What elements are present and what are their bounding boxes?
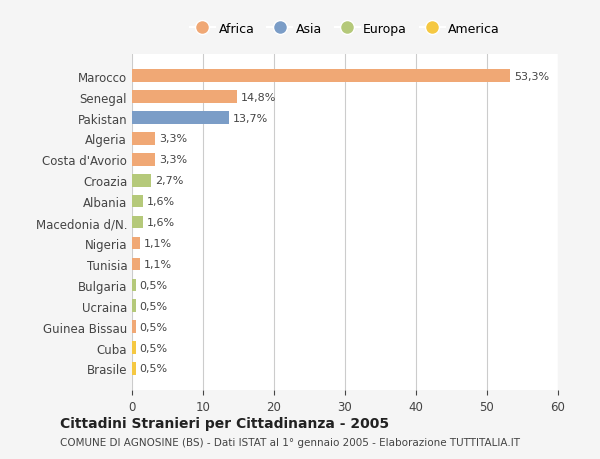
Bar (132, 341, 136, 354)
Text: 1,6%: 1,6% (147, 218, 175, 228)
Bar (132, 112, 229, 124)
Text: 13,7%: 13,7% (233, 113, 268, 123)
Bar (132, 300, 136, 312)
Text: 0,5%: 0,5% (139, 280, 167, 290)
Bar (132, 363, 136, 375)
Text: 0,5%: 0,5% (139, 301, 167, 311)
Bar (132, 279, 136, 291)
Text: Cittadini Stranieri per Cittadinanza - 2005: Cittadini Stranieri per Cittadinanza - 2… (60, 416, 389, 430)
Bar (132, 196, 143, 208)
Bar (132, 91, 237, 104)
Bar (132, 154, 155, 166)
Bar (132, 70, 511, 83)
Text: 1,6%: 1,6% (147, 197, 175, 207)
Bar (132, 321, 136, 333)
Text: 14,8%: 14,8% (241, 92, 276, 102)
Bar (132, 174, 151, 187)
Text: 0,5%: 0,5% (139, 322, 167, 332)
Bar (132, 258, 140, 271)
Text: COMUNE DI AGNOSINE (BS) - Dati ISTAT al 1° gennaio 2005 - Elaborazione TUTTITALI: COMUNE DI AGNOSINE (BS) - Dati ISTAT al … (60, 437, 520, 447)
Text: 0,5%: 0,5% (139, 343, 167, 353)
Text: 1,1%: 1,1% (143, 259, 172, 269)
Text: 53,3%: 53,3% (514, 72, 549, 82)
Text: 1,1%: 1,1% (143, 239, 172, 248)
Text: 0,5%: 0,5% (139, 364, 167, 374)
Text: 3,3%: 3,3% (159, 134, 187, 144)
Text: 2,7%: 2,7% (155, 176, 183, 186)
Legend: Africa, Asia, Europa, America: Africa, Asia, Europa, America (185, 18, 505, 41)
Bar (132, 216, 143, 229)
Text: 3,3%: 3,3% (159, 155, 187, 165)
Bar (132, 237, 140, 250)
Bar (132, 133, 155, 146)
